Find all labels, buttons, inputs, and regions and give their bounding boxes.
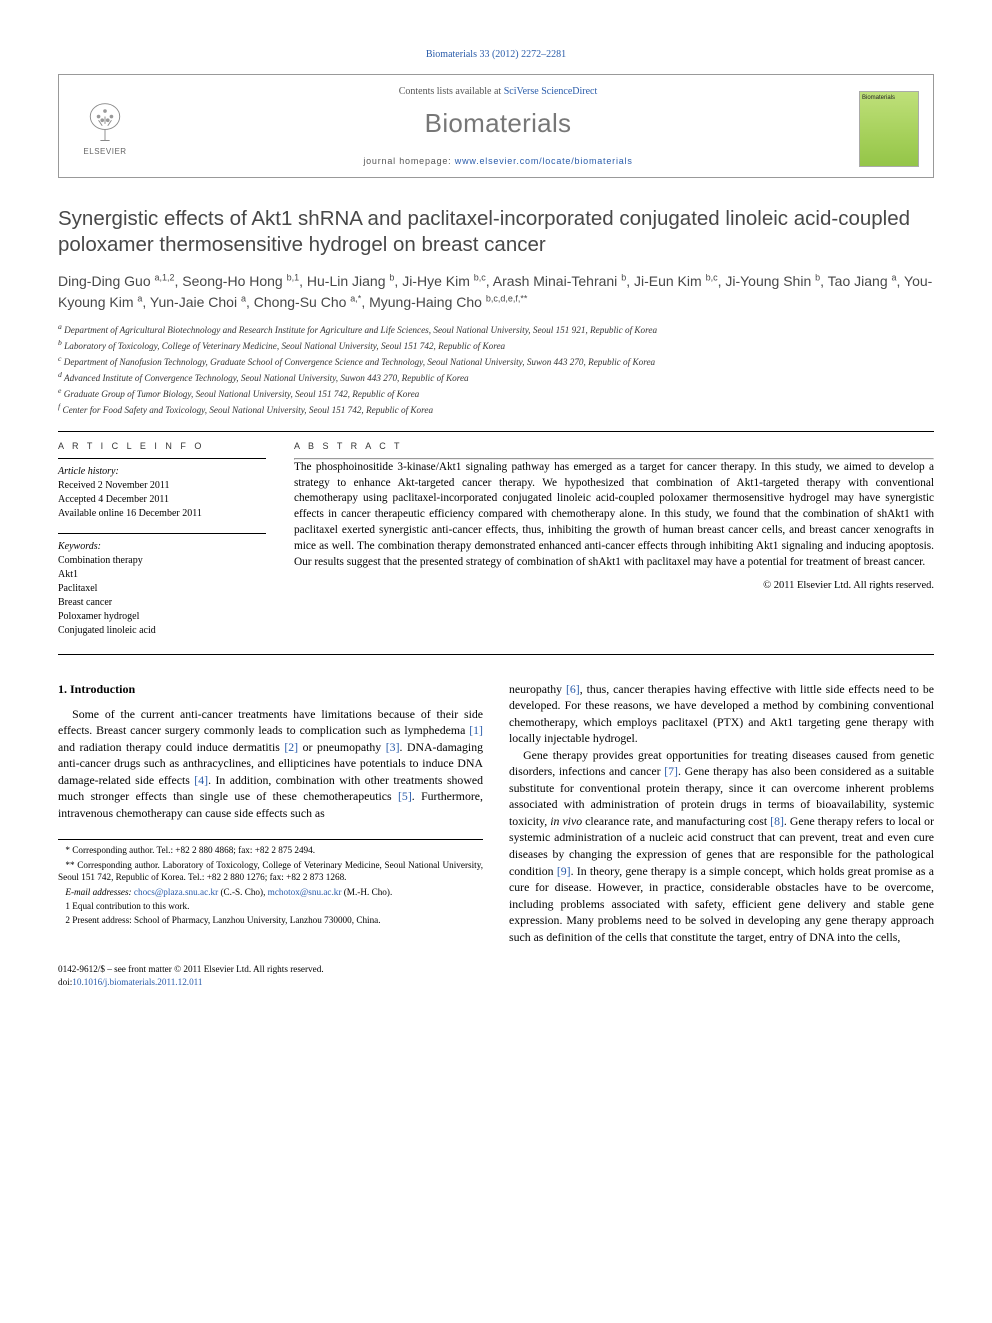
body-paragraph: neuropathy [6], thus, cancer therapies h…	[509, 681, 934, 747]
affiliation-line: b Laboratory of Toxicology, College of V…	[58, 338, 934, 353]
footnote-emails: E-mail addresses: chocs@plaza.snu.ac.kr …	[58, 886, 483, 898]
keyword: Paclitaxel	[58, 582, 266, 596]
front-matter-footer: 0142-9612/$ – see front matter © 2011 El…	[58, 963, 934, 988]
email-label: E-mail addresses:	[65, 887, 134, 897]
keyword: Akt1	[58, 568, 266, 582]
contents-prefix: Contents lists available at	[399, 86, 504, 97]
sciencedirect-link[interactable]: SciVerse ScienceDirect	[504, 86, 598, 97]
body-paragraph: Some of the current anti-cancer treatmen…	[58, 706, 483, 822]
article-title: Synergistic effects of Akt1 shRNA and pa…	[58, 206, 934, 257]
keyword: Conjugated linoleic acid	[58, 624, 266, 638]
cover-title: Biomaterials	[862, 94, 916, 102]
body-paragraph: Gene therapy provides great opportunitie…	[509, 747, 934, 945]
keywords-label: Keywords:	[58, 540, 266, 554]
citation-ref[interactable]: [2]	[284, 740, 298, 754]
abstract-heading: A B S T R A C T	[294, 440, 934, 452]
contents-available-line: Contents lists available at SciVerse Sci…	[137, 85, 859, 99]
citation-line: Biomaterials 33 (2012) 2272–2281	[58, 48, 934, 62]
affiliations: a Department of Agricultural Biotechnolo…	[58, 322, 934, 417]
footnote-corr-1: * Corresponding author. Tel.: +82 2 880 …	[58, 844, 483, 856]
footnote-equal: 1 Equal contribution to this work.	[58, 900, 483, 912]
doi-line: doi:10.1016/j.biomaterials.2011.12.011	[58, 976, 934, 988]
article-info-column: A R T I C L E I N F O Article history: R…	[58, 440, 266, 638]
divider	[58, 458, 266, 459]
keywords-block: Keywords: Combination therapyAkt1Paclita…	[58, 540, 266, 638]
keyword: Breast cancer	[58, 596, 266, 610]
article-info-heading: A R T I C L E I N F O	[58, 440, 266, 452]
doi-link[interactable]: 10.1016/j.biomaterials.2011.12.011	[72, 977, 202, 987]
front-matter-line: 0142-9612/$ – see front matter © 2011 El…	[58, 963, 934, 975]
citation-ref[interactable]: [3]	[386, 740, 400, 754]
journal-homepage-line: journal homepage: www.elsevier.com/locat…	[137, 155, 859, 167]
email-mid: (C.-S. Cho),	[218, 887, 268, 897]
history-label: Article history:	[58, 465, 266, 479]
affiliation-line: f Center for Food Safety and Toxicology,…	[58, 402, 934, 417]
divider	[58, 654, 934, 655]
affiliation-line: d Advanced Institute of Convergence Tech…	[58, 370, 934, 385]
body-col-right: neuropathy [6], thus, cancer therapies h…	[509, 681, 934, 945]
citation-ref[interactable]: [6]	[566, 682, 580, 696]
body-col-left: 1. Introduction Some of the current anti…	[58, 681, 483, 945]
abstract-column: A B S T R A C T The phosphoinositide 3-k…	[294, 440, 934, 638]
abstract-text: The phosphoinositide 3-kinase/Akt1 signa…	[294, 460, 934, 571]
citation-ref[interactable]: [8]	[770, 814, 784, 828]
keyword: Combination therapy	[58, 554, 266, 568]
elsevier-logo-text: ELSEVIER	[83, 147, 126, 158]
divider	[58, 431, 934, 432]
homepage-link[interactable]: www.elsevier.com/locate/biomaterials	[455, 156, 633, 166]
email-end: (M.-H. Cho).	[341, 887, 392, 897]
citation-ref[interactable]: [9]	[557, 864, 571, 878]
email-link-2[interactable]: mchotox@snu.ac.kr	[268, 887, 342, 897]
affiliation-line: e Graduate Group of Tumor Biology, Seoul…	[58, 386, 934, 401]
body-columns: 1. Introduction Some of the current anti…	[58, 681, 934, 945]
author-list: Ding-Ding Guo a,1,2, Seong-Ho Hong b,1, …	[58, 271, 934, 312]
homepage-prefix: journal homepage:	[363, 156, 454, 166]
citation-ref[interactable]: [5]	[398, 789, 412, 803]
footnotes: * Corresponding author. Tel.: +82 2 880 …	[58, 839, 483, 927]
email-link-1[interactable]: chocs@plaza.snu.ac.kr	[134, 887, 218, 897]
elsevier-logo: ELSEVIER	[73, 93, 137, 165]
accepted-date: Accepted 4 December 2011	[58, 493, 266, 507]
footnote-corr-2: ** Corresponding author. Laboratory of T…	[58, 859, 483, 884]
citation-ref[interactable]: [4]	[194, 773, 208, 787]
citation-ref[interactable]: [7]	[664, 764, 678, 778]
elsevier-tree-icon	[82, 100, 128, 146]
article-history: Article history: Received 2 November 201…	[58, 465, 266, 521]
journal-cover-thumbnail: Biomaterials	[859, 91, 919, 167]
received-date: Received 2 November 2011	[58, 479, 266, 493]
journal-name: Biomaterials	[137, 106, 859, 141]
journal-header: ELSEVIER Contents lists available at Sci…	[58, 74, 934, 179]
affiliation-line: c Department of Nanofusion Technology, G…	[58, 354, 934, 369]
footnote-present-address: 2 Present address: School of Pharmacy, L…	[58, 914, 483, 926]
affiliation-line: a Department of Agricultural Biotechnolo…	[58, 322, 934, 337]
divider	[58, 533, 266, 534]
abstract-copyright: © 2011 Elsevier Ltd. All rights reserved…	[294, 579, 934, 593]
online-date: Available online 16 December 2011	[58, 507, 266, 521]
doi-label: doi:	[58, 977, 72, 987]
citation-ref[interactable]: [1]	[469, 723, 483, 737]
keyword: Poloxamer hydrogel	[58, 610, 266, 624]
section-heading: 1. Introduction	[58, 681, 483, 698]
